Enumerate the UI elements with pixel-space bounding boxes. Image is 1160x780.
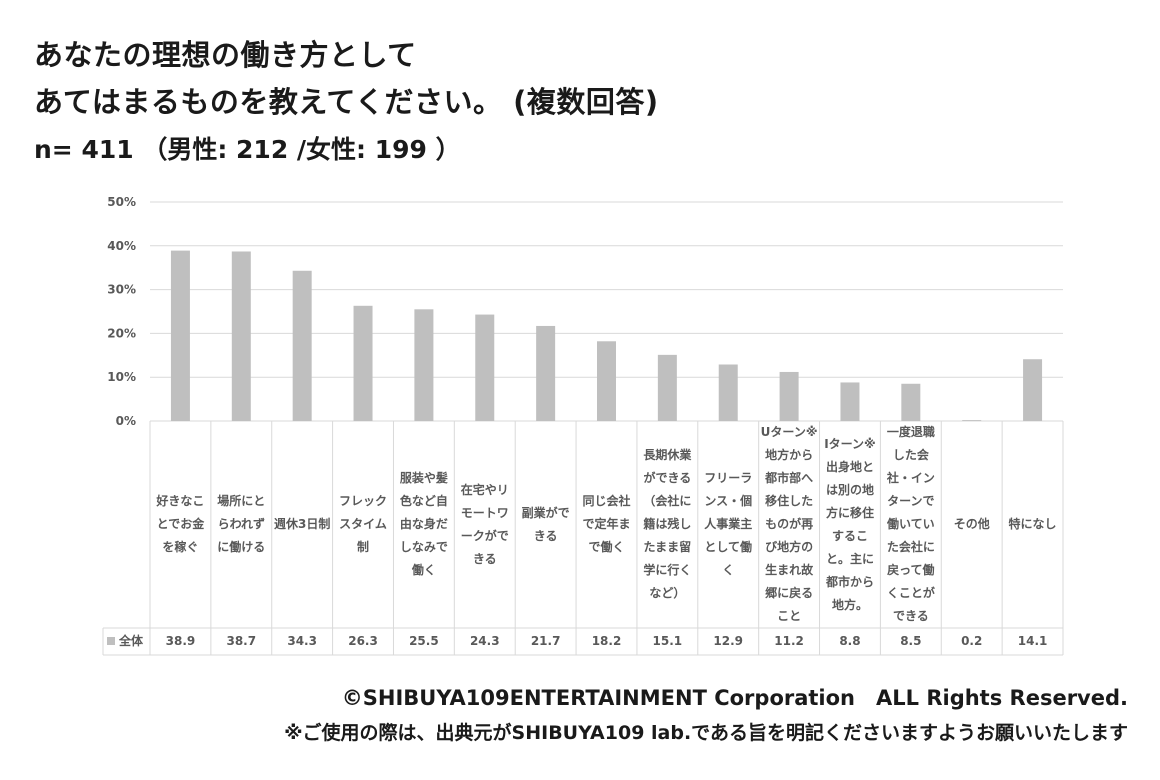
data-label: 12.9 [713,634,744,648]
category-label: 同じ会社で定年まで働く [582,494,631,554]
title-line-2: あてはまるものを教えてください。 (複数回答) [34,85,659,119]
data-label: 8.8 [839,634,861,648]
y-tick-label: 40% [107,239,136,253]
bar [536,325,556,421]
category-label: フリーランス・個人事業主として働く [704,471,753,577]
title-line-1: あなたの理想の働き方として [34,38,417,72]
bar [597,341,616,421]
category-label: 在宅やリモートワークができる [460,482,509,566]
data-label: 26.3 [348,634,378,648]
data-label: 18.2 [591,634,622,648]
category-label: 場所にとらわれずに働ける [217,494,266,554]
category-label: Iターン※出身地とは別の地方に移住すること。主に都市から地方。 [824,436,876,612]
y-tick-label: 20% [107,326,136,340]
category-label: Uターン※地方から都市部へ移住したものが再び地方の生まれ故郷に戻ること [760,425,818,623]
data-label: 38.7 [226,634,257,648]
bar [170,250,190,421]
data-label: 0.2 [961,634,983,648]
series-name: 全体 [119,634,144,648]
bar [779,371,799,421]
data-label: 25.5 [409,634,439,648]
series-legend: 全体 [107,628,143,654]
data-label: 15.1 [652,634,683,648]
y-tick-label: 0% [116,414,136,428]
y-tick-label: 10% [107,370,136,384]
data-label: 21.7 [530,634,561,648]
legend-swatch [107,637,115,645]
bar [475,314,495,421]
bar [1023,359,1043,421]
sample-size: n= 411 （男性: 212 /女性: 199 ） [34,135,461,164]
category-label: 服装や髪色など自由な身だしなみで働く [399,471,448,577]
bar [231,251,251,421]
category-label: 長期休業ができる（会社に籍は残したまま留学に行くなど） [643,448,692,600]
bar [901,383,921,421]
data-label: 8.5 [900,634,922,648]
category-label: フレックスタイム制 [339,494,388,554]
bar [414,309,434,421]
category-label: その他 [953,517,990,531]
category-label: 一度退職した会社・インターンで働いていた会社に戻って働くことができる [886,425,935,623]
bar [292,270,312,421]
data-label: 14.1 [1017,634,1048,648]
bar [657,354,677,421]
category-label: 好きなことでお金を稼ぐ [156,494,205,554]
bar [718,364,738,421]
data-label: 34.3 [287,634,317,648]
data-label: 24.3 [469,634,500,648]
category-label: 特になし [1008,517,1057,531]
y-tick-label: 50% [107,195,136,209]
bar [353,305,373,421]
category-label: 週休3日制 [273,517,331,531]
data-label: 11.2 [774,634,804,648]
bar [962,420,982,421]
usage-note: ※ご使用の際は、出典元がSHIBUYA109 lab.である旨を明記くださいます… [284,722,1128,744]
chart-title: あなたの理想の働き方として あてはまるものを教えてください。 (複数回答) [34,32,659,126]
copyright-text: ©SHIBUYA109ENTERTAINMENT Corporation ALL… [341,686,1128,710]
y-tick-label: 30% [107,283,136,297]
bar [840,382,860,421]
data-label: 38.9 [165,634,196,648]
category-label: 副業ができる [521,505,570,543]
